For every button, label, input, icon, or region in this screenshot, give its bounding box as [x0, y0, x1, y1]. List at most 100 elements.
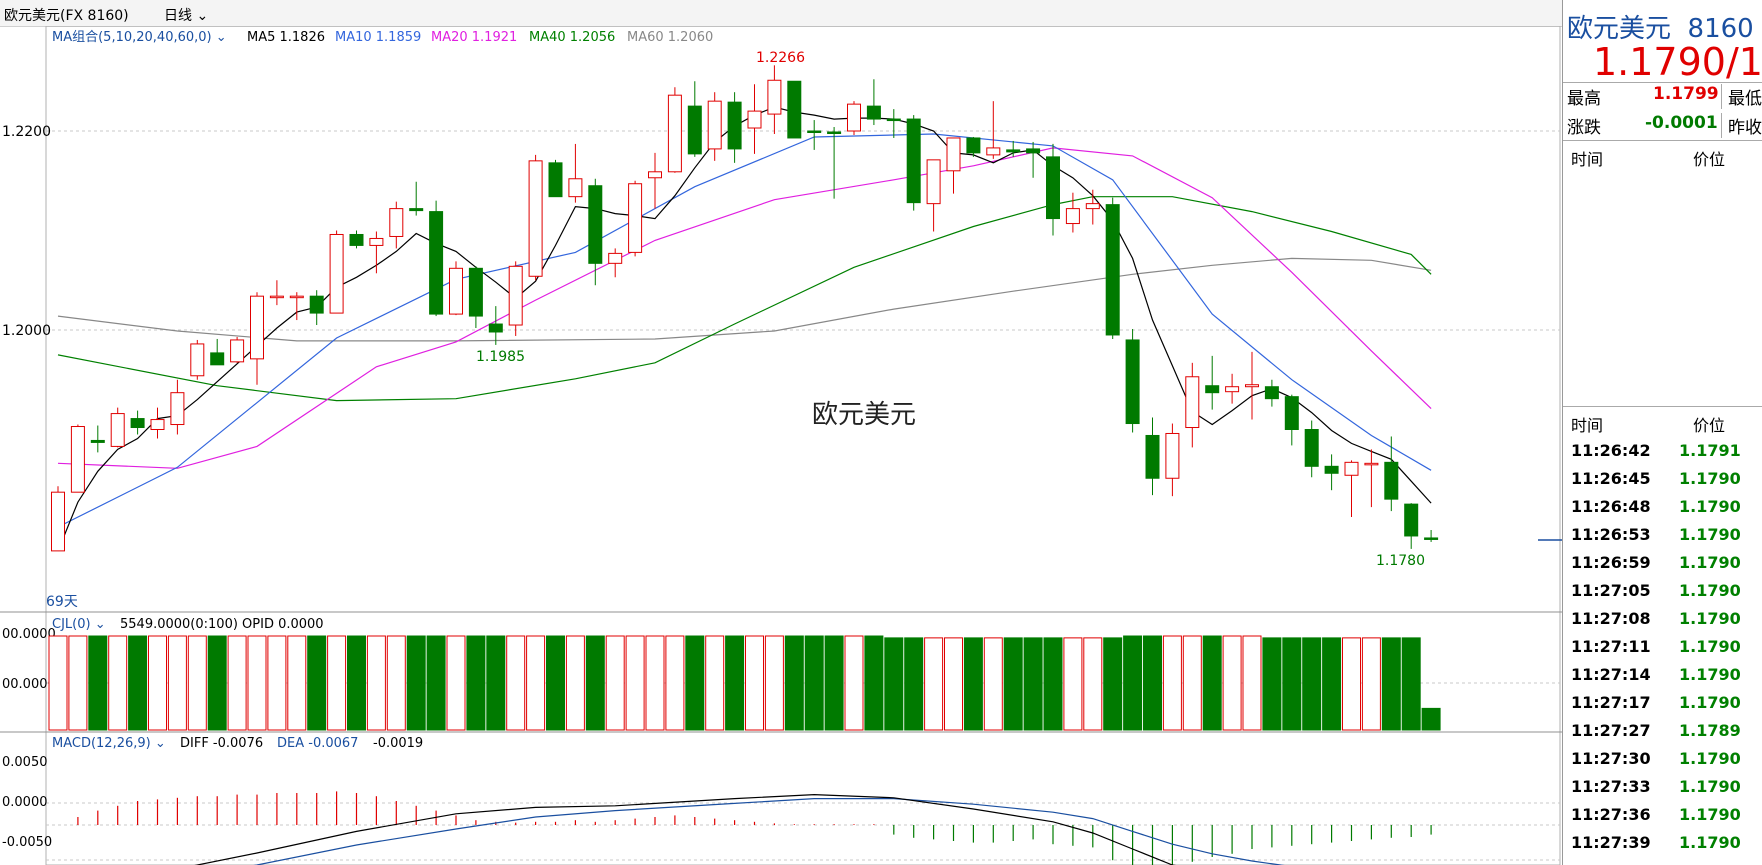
period-label: 日线 — [164, 8, 192, 24]
volume-bar — [864, 635, 884, 731]
volume-bar — [784, 635, 804, 731]
period-selector[interactable]: 日线 ⌄ — [164, 5, 208, 25]
volume-bar — [944, 637, 963, 731]
volume-bar — [287, 635, 307, 731]
macd-panel — [77, 791, 1432, 865]
candle-body — [1225, 386, 1240, 393]
volume-bar — [1043, 637, 1063, 731]
candle-body — [528, 160, 543, 277]
vol-tick-2: 00.0000 — [2, 677, 56, 692]
candle-body — [309, 295, 324, 314]
tick-time: 11:27:33 — [1571, 777, 1651, 796]
volume-bar — [1322, 637, 1342, 731]
ma40-line — [57, 196, 1432, 402]
volume-bar — [526, 635, 546, 731]
volume-bar — [764, 635, 784, 731]
volume-bar — [625, 635, 645, 731]
ma-legend-label[interactable]: MA组合(5,10,20,40,60,0) ⌄ — [52, 30, 227, 45]
candle-body — [1424, 537, 1439, 540]
tick-row: 11:27:36 1.1790 — [1563, 801, 1762, 829]
candle-body — [727, 101, 742, 150]
instrument-title: 欧元美元(FX 8160) — [4, 8, 129, 24]
candle-body — [1165, 432, 1180, 479]
tick-time: 11:27:27 — [1571, 721, 1651, 740]
candle-body — [568, 178, 583, 198]
macd-legend-label[interactable]: MACD(12,26,9) ⌄ — [52, 736, 166, 751]
volume-bar — [267, 635, 287, 731]
volume-bar — [1143, 635, 1162, 731]
candle-body — [51, 491, 65, 552]
volume-bar — [88, 635, 108, 731]
volume-bar — [446, 635, 466, 731]
macd-diff-value: DIFF -0.0076 — [180, 736, 263, 751]
tick-row: 11:26:42 1.1791 — [1563, 437, 1762, 465]
volume-bar — [546, 635, 565, 731]
low-annotation-end: 1.1780 — [1376, 553, 1425, 569]
candle-body — [1006, 149, 1021, 153]
volume-bar — [1202, 635, 1222, 731]
high-annotation: 1.2266 — [756, 50, 805, 66]
candle-body — [349, 233, 364, 246]
volume-bar — [1103, 637, 1123, 731]
candle-body — [1125, 339, 1140, 425]
volume-bar — [327, 635, 347, 731]
col-time-header: 时间 — [1571, 150, 1604, 169]
candle-body — [787, 80, 802, 139]
candle-body — [886, 118, 901, 122]
macd-tick-pos: 0.0050 — [2, 755, 48, 770]
volume-legend-label[interactable]: CJL(0) ⌄ — [52, 617, 106, 632]
volume-bar — [406, 635, 426, 731]
volume-bar — [187, 635, 207, 731]
candle-body — [1344, 461, 1359, 476]
tick-price: 1.1790 — [1679, 497, 1741, 516]
volume-bar — [884, 637, 904, 731]
volume-legend-values: 5549.0000(0:100) OPID 0.0000 — [120, 617, 324, 632]
chart-watermark: 欧元美元 — [812, 400, 916, 430]
volume-bar — [1063, 637, 1083, 731]
candle-body — [329, 233, 344, 314]
macd-tick-neg: -0.0050 — [2, 835, 52, 850]
tick-time-header: 时间 — [1571, 416, 1604, 435]
volume-bar — [844, 635, 864, 731]
candle-body — [508, 265, 523, 326]
candle-body — [1085, 203, 1100, 210]
candle-body — [269, 295, 284, 299]
volume-bar — [347, 635, 366, 731]
tick-time: 11:27:36 — [1571, 805, 1651, 824]
tick-time: 11:27:14 — [1571, 665, 1651, 684]
macd-hist-value: -0.0019 — [373, 736, 423, 751]
ma-dropdown-icon: ⌄ — [212, 30, 227, 45]
candle-body — [170, 392, 185, 426]
candle-body — [1026, 148, 1041, 154]
volume-bar — [1302, 637, 1322, 731]
tick-time: 11:26:48 — [1571, 497, 1651, 516]
tick-price: 1.1790 — [1679, 693, 1741, 712]
volume-bar — [486, 635, 506, 731]
volume-bar — [924, 637, 944, 731]
candle-body — [230, 339, 245, 363]
volume-bar — [1023, 637, 1043, 731]
volume-bars — [48, 635, 1441, 731]
tick-price: 1.1790 — [1679, 749, 1741, 768]
tick-row: 11:27:17 1.1790 — [1563, 689, 1762, 717]
candle-body — [449, 267, 463, 315]
macd-dropdown-icon: ⌄ — [151, 736, 166, 751]
volume-bar — [904, 637, 924, 731]
candle-body — [468, 267, 483, 317]
candle-body — [588, 185, 603, 264]
tick-time: 11:27:17 — [1571, 693, 1651, 712]
candle-body — [687, 105, 702, 155]
moving-averages — [57, 106, 1432, 552]
volume-bar — [207, 635, 227, 731]
volume-bar — [1123, 635, 1143, 731]
ma5-value: MA5 1.1826 — [247, 30, 325, 45]
volume-bar — [1401, 637, 1421, 731]
chart-frame — [45, 26, 1561, 865]
price-chart[interactable]: 1.2200 1.2000 00.0000 00.0000 0.0050 0.0… — [0, 26, 1562, 865]
ma40-value: MA40 1.2056 — [529, 30, 615, 45]
candle-body — [1264, 386, 1279, 400]
candle-body — [926, 159, 941, 205]
volume-bar — [307, 635, 327, 731]
volume-bar — [1282, 637, 1302, 731]
tick-row: 11:27:33 1.1790 — [1563, 773, 1762, 801]
